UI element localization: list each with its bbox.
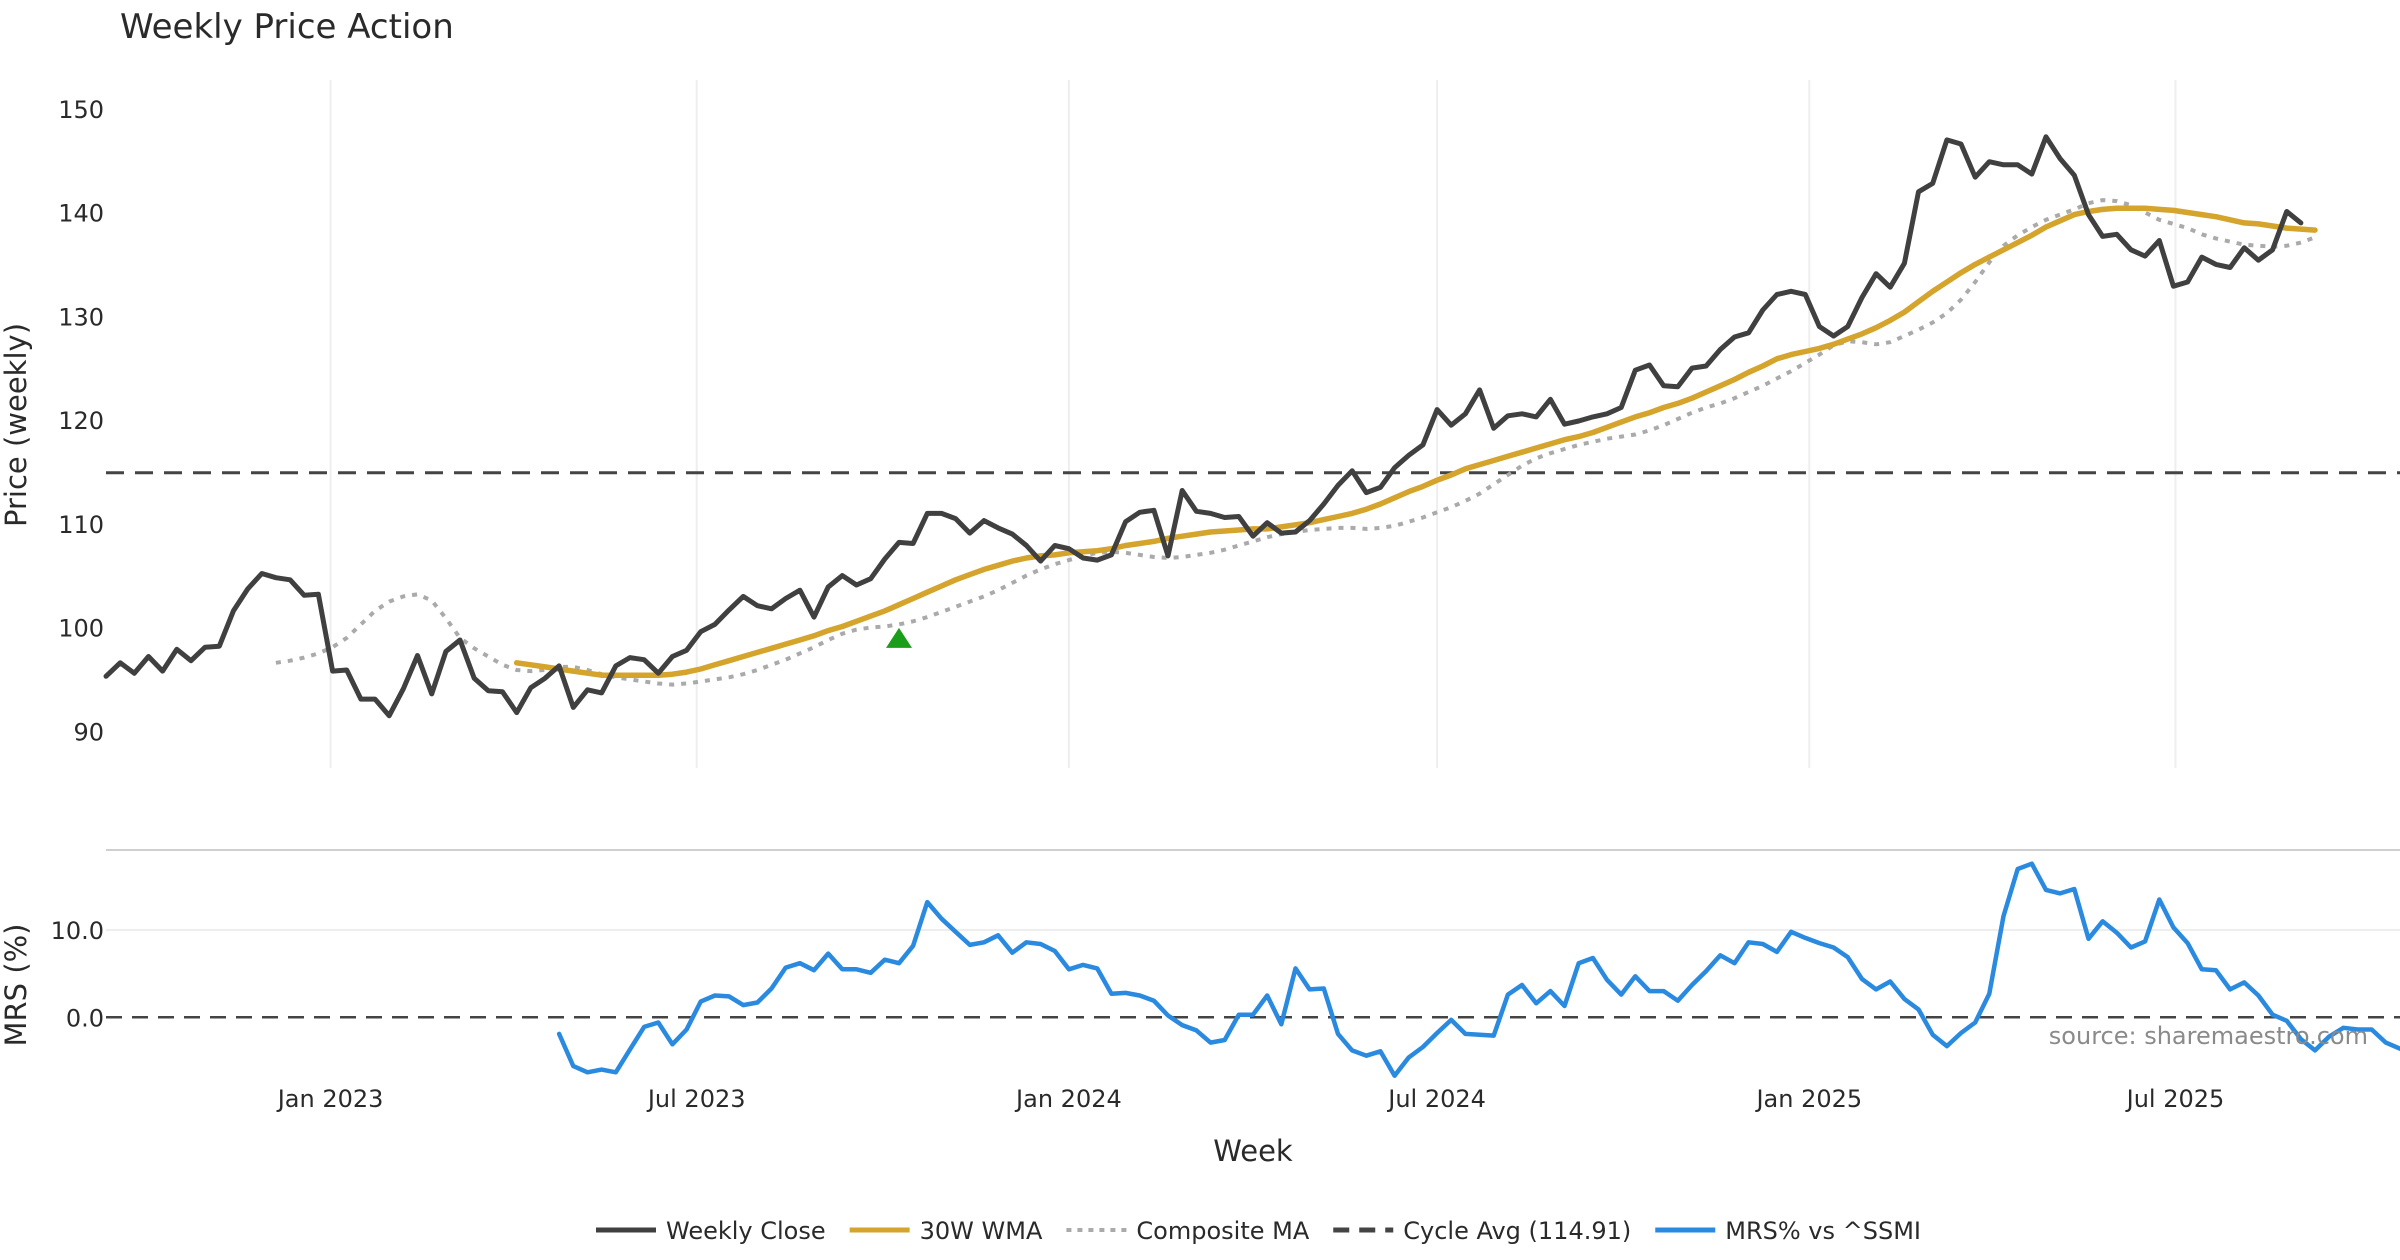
tick-layer: Jan 2023 Jul 2023 Jan 2024 Jul 2024 Jan 2025… bbox=[51, 96, 2225, 1113]
x-axis-label: Week bbox=[1213, 1134, 1293, 1168]
price-y-tick-label: 110 bbox=[58, 511, 104, 539]
x-tick-label: Jan 2025 bbox=[1754, 1085, 1862, 1113]
series-line-weekly-close bbox=[103, 134, 2304, 719]
grid-layer bbox=[106, 80, 2400, 932]
price-y-tick-label: 140 bbox=[58, 200, 104, 228]
legend: Weekly Close 30W WMA Composite MA Cycle Avg… bbox=[596, 1217, 1921, 1245]
price-y-tick-label: 90 bbox=[73, 718, 104, 746]
marker-layer bbox=[885, 627, 912, 648]
price-y-tick-label: 150 bbox=[58, 96, 104, 124]
price-y-tick-label: 120 bbox=[58, 407, 104, 435]
legend-item-30w-wma: 30W WMA bbox=[849, 1217, 1043, 1245]
legend-label: Cycle Avg (114.91) bbox=[1403, 1217, 1631, 1245]
series-line-composite-ma bbox=[275, 198, 2316, 687]
legend-item-weekly-close: Weekly Close bbox=[596, 1217, 826, 1245]
x-tick-label: Jul 2023 bbox=[646, 1085, 746, 1113]
reference-lines bbox=[106, 471, 2400, 1019]
mrs-axis-label: MRS (%) bbox=[0, 924, 33, 1047]
price-y-tick-label: 100 bbox=[58, 615, 104, 643]
x-tick-label: Jul 2025 bbox=[2125, 1085, 2225, 1113]
buy-signal-marker bbox=[885, 627, 912, 648]
source-note: source: sharemaestro.com bbox=[2049, 1022, 2368, 1050]
legend-label: 30W WMA bbox=[920, 1217, 1043, 1245]
price-y-tick-label: 130 bbox=[58, 303, 104, 331]
legend-item-mrs-vs-ssmi: MRS% vs ^SSMI bbox=[1655, 1217, 1921, 1245]
legend-label: Weekly Close bbox=[666, 1217, 826, 1245]
price-axis-label: Price (weekly) bbox=[0, 323, 33, 527]
series-line-30w-wma bbox=[513, 205, 2318, 678]
series-line-mrs-vs-ssmi bbox=[556, 861, 2400, 1078]
legend-label: MRS% vs ^SSMI bbox=[1725, 1217, 1921, 1245]
legend-item-cycle-avg-114-91: Cycle Avg (114.91) bbox=[1333, 1217, 1631, 1245]
mrs-y-tick-label: 0.0 bbox=[66, 1004, 104, 1032]
series-layer bbox=[103, 134, 2400, 1078]
mrs-y-tick-label: 10.0 bbox=[51, 917, 104, 945]
legend-label: Composite MA bbox=[1136, 1217, 1309, 1245]
x-tick-label: Jan 2024 bbox=[1014, 1085, 1122, 1113]
legend-item-composite-ma: Composite MA bbox=[1066, 1217, 1310, 1245]
x-tick-label: Jan 2023 bbox=[276, 1085, 384, 1113]
chart-title: Weekly Price Action bbox=[120, 7, 454, 47]
x-tick-label: Jul 2024 bbox=[1386, 1085, 1486, 1113]
